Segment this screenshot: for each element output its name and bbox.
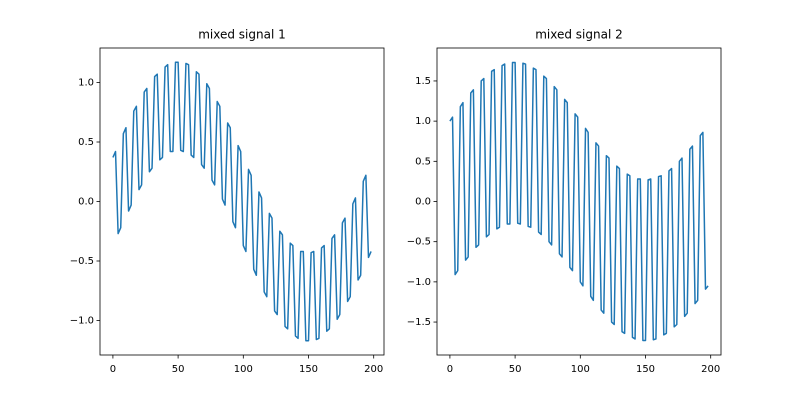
x-tick-label: 50 [172,364,185,375]
y-tick-label: −1.0 [407,277,431,288]
axes-frame [99,47,385,356]
chart-title: mixed signal 2 [535,28,623,42]
y-tick-label: −0.5 [407,237,431,248]
signal-line [112,61,372,342]
y-tick-label: 0.5 [78,137,94,148]
x-tick-label: 0 [447,364,453,375]
x-tick-label: 150 [636,364,655,375]
y-tick-label: 1.5 [415,76,431,87]
x-tick-label: 50 [509,364,522,375]
axes-frame [436,47,722,356]
x-tick-label: 200 [364,364,383,375]
y-tick-label: −1.0 [70,315,94,326]
subplot: mixed signal 1 0 50 100 150 200 −1.0 −0.5 0.0 0.5… [70,28,385,375]
x-tick-label: 100 [571,364,590,375]
y-tick-label: 0.5 [415,156,431,167]
x-tick-label: 150 [299,364,318,375]
x-tick-label: 200 [701,364,720,375]
x-tick-label: 0 [110,364,116,375]
x-tick-label: 100 [234,364,253,375]
y-tick-label: 1.0 [78,78,94,89]
subplot: mixed signal 2 0 50 100 150 200 −1.5 −1.0 −0.5 0.… [407,28,722,375]
y-tick-label: 1.0 [415,116,431,127]
y-tick-label: 0.0 [415,197,431,208]
y-tick-label: −1.5 [407,317,431,328]
signal-line [449,61,709,342]
y-tick-label: 0.0 [78,197,94,208]
y-tick-label: −0.5 [70,256,94,267]
chart-title: mixed signal 1 [198,28,286,42]
